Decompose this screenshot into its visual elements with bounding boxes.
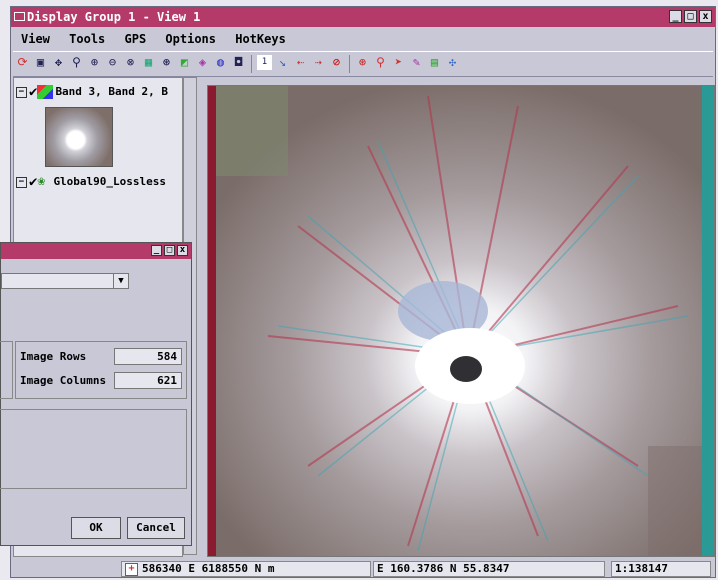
zoom-extent-icon[interactable]: ⊗ <box>126 55 135 69</box>
minimize-button[interactable]: _ <box>669 10 682 23</box>
menu-hotkeys[interactable]: HotKeys <box>235 32 286 46</box>
map-view[interactable] <box>207 85 715 557</box>
dialog-title-bar[interactable]: _ □ x <box>1 243 191 259</box>
system-menu-icon[interactable] <box>14 12 25 21</box>
status-bar: +586340 E 6188550 N m E 160.3786 N 55.83… <box>11 559 715 579</box>
anaglyph-image <box>208 86 714 556</box>
image-columns-label: Image Columns <box>20 374 107 387</box>
layer-name: Band 3, Band 2, B <box>55 85 169 98</box>
pan-icon[interactable]: ✥ <box>54 55 63 69</box>
layer-dropdown[interactable]: ▼ <box>1 273 129 289</box>
visible-check-icon[interactable]: ✔ <box>29 84 38 100</box>
zoom-in-icon[interactable]: ⊕ <box>90 55 99 69</box>
full-view-icon[interactable]: ▣ <box>36 55 45 69</box>
collapse-icon[interactable]: − <box>16 176 27 188</box>
one-to-one-icon[interactable]: 1 <box>257 55 272 70</box>
visible-check-icon[interactable]: ✔ <box>29 174 38 190</box>
map-scale: 1:138147 <box>611 561 711 577</box>
layer-thumbnail <box>45 107 113 167</box>
globe-icon[interactable]: ◍ <box>216 55 225 69</box>
menu-bar: View Tools GPS Options HotKeys <box>11 29 715 49</box>
tools-icon[interactable]: ◈ <box>198 55 207 69</box>
collapse-icon[interactable]: − <box>16 86 27 98</box>
window-title: Display Group 1 - View 1 <box>27 10 201 24</box>
geographic-coords-text: E 160.3786 N 55.8347 <box>377 562 510 575</box>
image-columns-value: 621 <box>114 372 182 389</box>
image-rows-label: Image Rows <box>20 350 87 363</box>
menu-view[interactable]: View <box>21 32 50 46</box>
dialog-close-button[interactable]: x <box>177 245 188 256</box>
grid-icon[interactable]: ▦ <box>144 55 153 69</box>
find-icon[interactable]: ⚲ <box>376 55 385 69</box>
maximize-button[interactable]: □ <box>684 10 697 23</box>
menu-tools[interactable]: Tools <box>69 32 106 46</box>
close-button[interactable]: x <box>699 10 712 23</box>
geographic-coords: E 160.3786 N 55.8347 <box>373 561 605 577</box>
compass-icon[interactable]: ⊛ <box>162 55 171 69</box>
toolbar: ⟳ ▣ ✥ ⚲ ⊕ ⊖ ⊗ ▦ ⊛ ◩ ◈ ◍ ◘ 1 ↘ ⇠ ⇢ ⊘ ⊛ ⚲ … <box>13 51 713 77</box>
image-rows-value: 584 <box>114 348 182 365</box>
measure-icon[interactable]: ↘ <box>278 55 287 69</box>
select-arrow-icon[interactable]: ➤ <box>394 55 403 69</box>
edit-icon[interactable]: ✎ <box>412 55 421 69</box>
stop-icon[interactable]: ⊘ <box>332 55 341 69</box>
layer-row-band[interactable]: − ✔ Band 3, Band 2, B <box>16 84 168 100</box>
dem-raster-icon: ❀ <box>37 174 46 189</box>
zoom-out-icon[interactable]: ⊖ <box>108 55 117 69</box>
position-pin-icon[interactable]: + <box>125 562 138 576</box>
cancel-draw-icon[interactable]: ⊛ <box>358 55 367 69</box>
window-title-bar[interactable]: Display Group 1 - View 1 _ □ x <box>11 7 715 27</box>
chevron-down-icon[interactable]: ▼ <box>113 274 128 288</box>
image-info-dialog: _ □ x ▼ Image Rows 584 Image Columns 621… <box>0 242 192 546</box>
cancel-button[interactable]: Cancel <box>127 517 185 539</box>
camera-icon[interactable]: ◘ <box>234 55 243 69</box>
redraw-icon[interactable]: ⟳ <box>17 55 28 69</box>
toolbar-separator <box>251 55 252 73</box>
left-group <box>0 341 13 399</box>
projected-coords: +586340 E 6188550 N m <box>121 561 371 577</box>
zoom-box-icon[interactable]: ⚲ <box>72 55 81 69</box>
menu-gps[interactable]: GPS <box>124 32 147 46</box>
layer-name: Global90_Lossless <box>53 175 167 188</box>
layer-row-dem[interactable]: − ✔❀ Global90_Lossless <box>16 174 166 190</box>
dialog-maximize-button[interactable]: □ <box>164 245 175 256</box>
image-size-group: Image Rows 584 Image Columns 621 <box>15 341 187 399</box>
projected-coords-text: 586340 E 6188550 N m <box>142 562 275 575</box>
forward-icon[interactable]: ⇢ <box>314 55 323 69</box>
table-icon[interactable]: ▤ <box>430 55 439 69</box>
layer-controls-icon[interactable]: ◩ <box>180 55 189 69</box>
details-group <box>0 409 187 489</box>
ok-button[interactable]: OK <box>71 517 121 539</box>
back-icon[interactable]: ⇠ <box>296 55 305 69</box>
gps-icon[interactable]: ✣ <box>448 55 457 69</box>
menu-options[interactable]: Options <box>165 32 216 46</box>
toolbar-separator <box>349 55 350 73</box>
rgb-raster-icon <box>37 85 54 99</box>
dialog-minimize-button[interactable]: _ <box>151 245 162 256</box>
map-scale-text: 1:138147 <box>615 562 668 575</box>
